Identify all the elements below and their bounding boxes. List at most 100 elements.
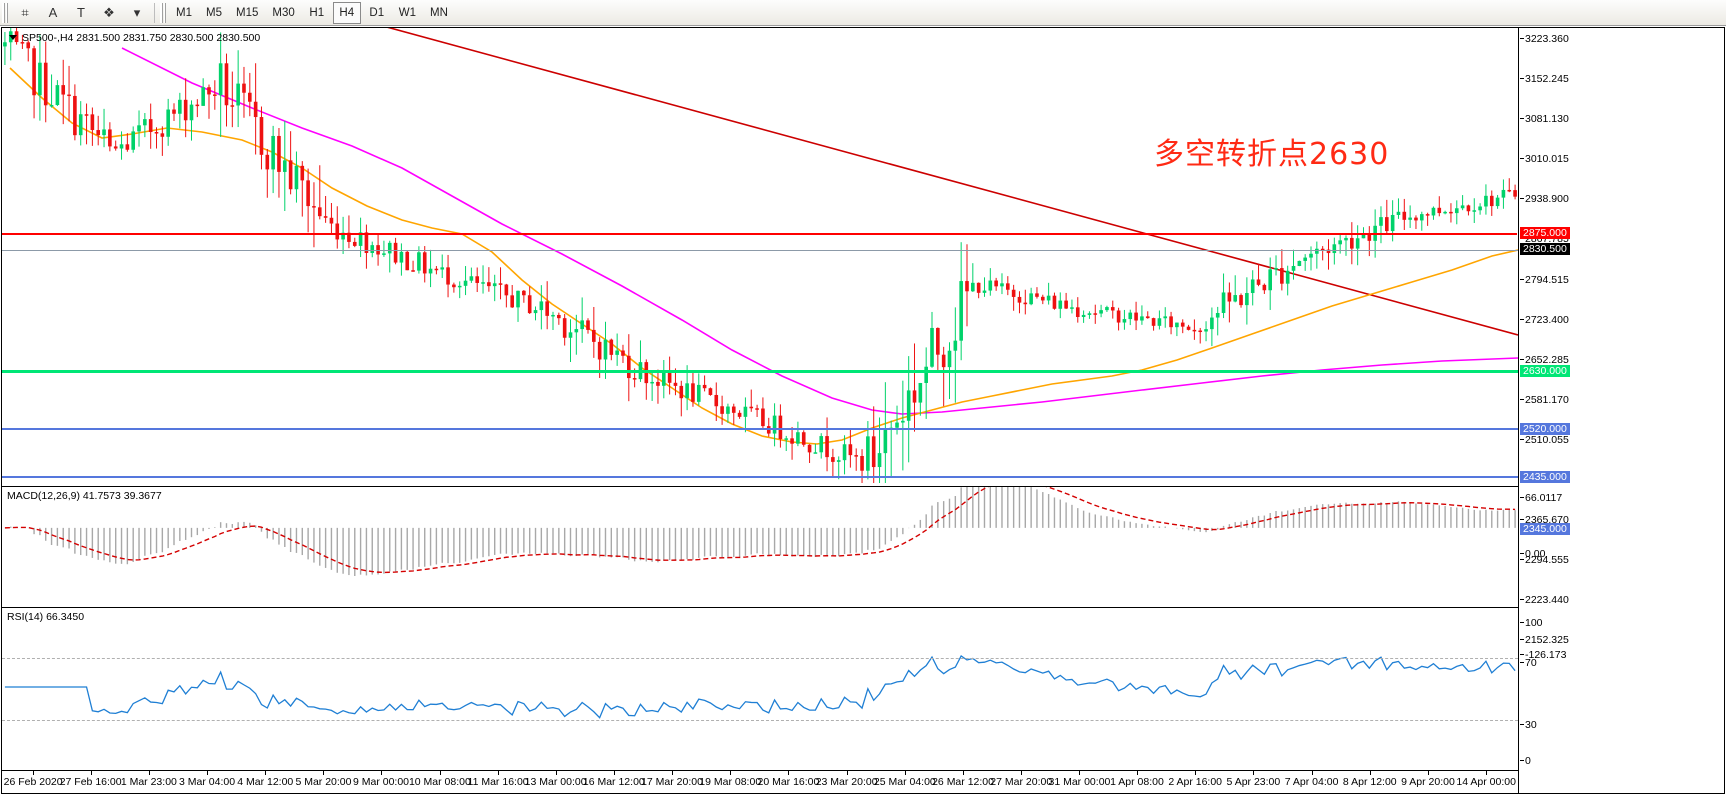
timeframe-button-d1[interactable]: D1 xyxy=(369,6,385,19)
macd-pane[interactable]: MACD(12,26,9) 41.7573 39.3677 xyxy=(2,486,1518,605)
time-label: 14 Apr 00:00 xyxy=(1456,776,1516,788)
candlestick xyxy=(282,121,287,211)
time-tick xyxy=(555,770,557,775)
chevron-down-icon[interactable]: ▾ xyxy=(133,4,141,20)
candlestick xyxy=(259,106,264,170)
candlestick xyxy=(609,338,614,361)
candlestick xyxy=(755,404,759,417)
candlestick xyxy=(831,448,835,478)
candlestick xyxy=(1513,184,1517,200)
level-anchor-handle[interactable] xyxy=(1517,231,1518,237)
macd-tick: 66.0117 xyxy=(1519,492,1563,504)
text-label-icon[interactable]: T xyxy=(77,5,85,20)
crosshair-f-icon[interactable]: ⌗ xyxy=(21,4,29,20)
candlestick xyxy=(866,421,870,480)
candlestick xyxy=(26,40,31,62)
candlestick xyxy=(469,267,474,283)
timeframe-button-h1[interactable]: H1 xyxy=(309,6,325,19)
candlestick xyxy=(440,254,445,279)
text-a-icon[interactable]: A xyxy=(48,5,58,20)
level-line-2520.000[interactable] xyxy=(2,428,1518,430)
rsi-tick: 30 xyxy=(1520,719,1537,731)
candlestick xyxy=(533,306,538,321)
price-tag: 2630.000 xyxy=(1520,365,1570,377)
candlestick xyxy=(562,314,567,346)
rsi-line xyxy=(4,654,1516,719)
price-tick: 2794.515 xyxy=(1520,274,1569,286)
time-axis[interactable]: 26 Feb 2020 27 Feb 16:00 1 Mar 23:00 3 Mar … xyxy=(2,770,1518,793)
candlestick xyxy=(1070,299,1074,314)
time-label: 17 Mar 20:00 xyxy=(641,776,703,788)
candlestick xyxy=(1116,307,1121,331)
candlestick xyxy=(277,128,281,198)
candlestick xyxy=(399,243,404,276)
candlestick xyxy=(644,359,649,400)
price-pane[interactable]: SP500-,H4 2831.500 2831.750 2830.500 283… xyxy=(2,28,1518,483)
candlestick xyxy=(1431,206,1436,220)
level-line-2830.500[interactable] xyxy=(2,250,1518,251)
candlestick xyxy=(1233,275,1238,303)
timeframe-button-m1[interactable]: M1 xyxy=(176,6,192,19)
price-axis[interactable]: 3223.360 3152.245 3081.130 3010.015 2938.900… xyxy=(1518,28,1724,793)
toolbar-grip-timeframes[interactable] xyxy=(160,2,167,23)
candlestick xyxy=(743,397,748,433)
timeframe-button-m15[interactable]: M15 xyxy=(236,6,259,19)
time-label: 10 Mar 08:00 xyxy=(408,776,471,788)
rsi-tick: 0 xyxy=(1520,755,1531,767)
candlestick xyxy=(953,307,958,403)
candlestick xyxy=(265,148,270,198)
time-tick xyxy=(148,770,150,775)
price-tick: 2723.400 xyxy=(1520,314,1569,326)
candlestick xyxy=(1460,195,1465,211)
candlestick xyxy=(615,333,619,366)
time-label: 3 Mar 04:00 xyxy=(179,776,236,788)
price-tick: 3152.245 xyxy=(1520,73,1569,85)
candlestick xyxy=(1379,206,1383,244)
level-line-2630.000[interactable] xyxy=(2,370,1518,373)
time-label: 11 Mar 16:00 xyxy=(467,776,529,788)
candlestick xyxy=(1361,227,1366,239)
price-plot xyxy=(3,28,1518,483)
candlestick xyxy=(1250,270,1255,306)
candlestick xyxy=(452,282,456,293)
candlestick xyxy=(160,126,165,156)
chart-area[interactable]: SP500-,H4 2831.500 2831.750 2830.500 283… xyxy=(1,27,1725,794)
timeframe-button-mn[interactable]: MN xyxy=(430,6,448,19)
time-label: 20 Mar 16:00 xyxy=(757,776,820,788)
candlestick xyxy=(1227,282,1232,323)
time-tick xyxy=(846,770,848,775)
level-line-2435.000[interactable] xyxy=(2,476,1518,478)
candlestick xyxy=(84,103,89,145)
timeframe-button-h4[interactable]: H4 xyxy=(332,1,361,24)
candlestick xyxy=(871,406,876,483)
time-tick xyxy=(1369,770,1371,775)
candlestick xyxy=(1355,225,1360,266)
candlestick xyxy=(679,380,684,417)
collapse-arrow-icon[interactable] xyxy=(9,35,17,40)
level-line-2875.000[interactable] xyxy=(2,231,1518,237)
candlestick xyxy=(796,421,800,447)
timeframe-button-w1[interactable]: W1 xyxy=(398,6,416,19)
chart-annotation-text: 多空转折点2630 xyxy=(1154,137,1390,172)
time-label: 5 Mar 20:00 xyxy=(295,776,352,788)
candlestick xyxy=(143,112,147,138)
candlestick xyxy=(67,65,71,122)
time-label: 1 Mar 23:00 xyxy=(120,776,177,788)
candlestick xyxy=(574,314,579,355)
time-label: 27 Feb 16:00 xyxy=(59,776,122,788)
candlestick xyxy=(702,375,707,392)
rsi-pane[interactable]: RSI(14) 66.3450 xyxy=(2,607,1518,770)
candlestick xyxy=(1437,196,1442,217)
timeframe-button-m30[interactable]: M30 xyxy=(272,6,295,19)
candlestick xyxy=(96,115,101,146)
candlestick xyxy=(393,237,398,265)
objects-icon[interactable]: ❖ xyxy=(103,4,115,20)
timeframe-button-m5[interactable]: M5 xyxy=(206,6,222,19)
candlestick xyxy=(201,78,205,106)
candlestick xyxy=(708,387,713,396)
candlestick xyxy=(557,312,561,325)
toolbar-grip-left[interactable] xyxy=(2,2,9,23)
candlestick xyxy=(1291,249,1296,280)
time-tick xyxy=(498,770,500,775)
time-label: 2 Apr 16:00 xyxy=(1168,776,1223,788)
